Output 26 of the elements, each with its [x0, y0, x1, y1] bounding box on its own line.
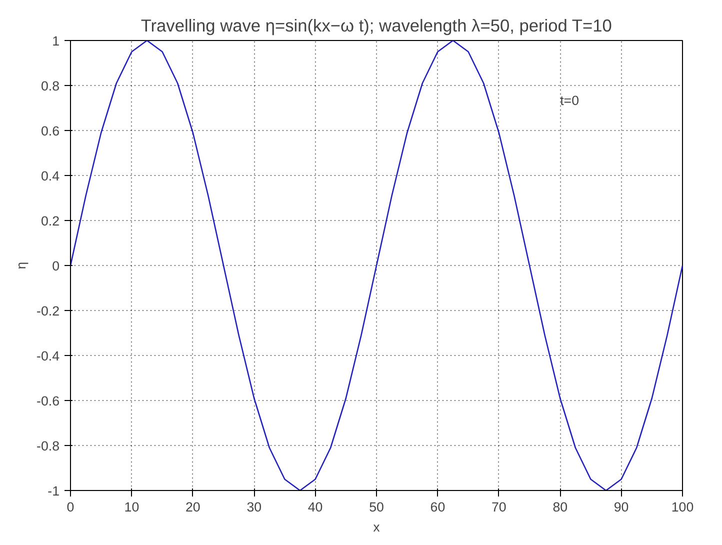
y-tick-label: 0.4	[40, 168, 60, 184]
y-tick-label: 0.2	[40, 214, 60, 228]
y-tick-label: 0.8	[40, 78, 60, 94]
x-tick-label: 50	[369, 500, 384, 514]
x-axis-title: x	[373, 520, 380, 534]
annotation: t=0	[560, 93, 580, 108]
x-tick-label: 40	[308, 500, 323, 514]
x-tick-label: 100	[671, 500, 694, 514]
x-tick-label: 10	[124, 500, 140, 514]
y-tick-label: -0.8	[36, 438, 60, 454]
x-tick-label: 60	[430, 500, 446, 514]
x-tick-label: 90	[614, 500, 629, 514]
y-axis-title: η	[14, 262, 29, 270]
x-tick-label: 80	[552, 500, 568, 514]
y-tick-label: -1	[48, 484, 60, 498]
y-tick-label: -0.2	[36, 304, 60, 318]
y-tick-label: 0	[52, 258, 60, 274]
y-tick-label: -0.4	[36, 348, 60, 364]
x-tick-label: 20	[185, 500, 200, 514]
x-tick-label: 0	[66, 500, 74, 514]
x-tick-label: 70	[491, 500, 506, 514]
y-tick-label: -0.6	[36, 394, 60, 408]
chart-title: Travelling wave η=sin(kx−ω t); wavelength λ=50, period T=10	[140, 16, 612, 36]
x-tick-label: 30	[246, 500, 262, 514]
y-tick-label: 1	[52, 34, 60, 48]
y-tick-label: 0.6	[40, 124, 60, 138]
